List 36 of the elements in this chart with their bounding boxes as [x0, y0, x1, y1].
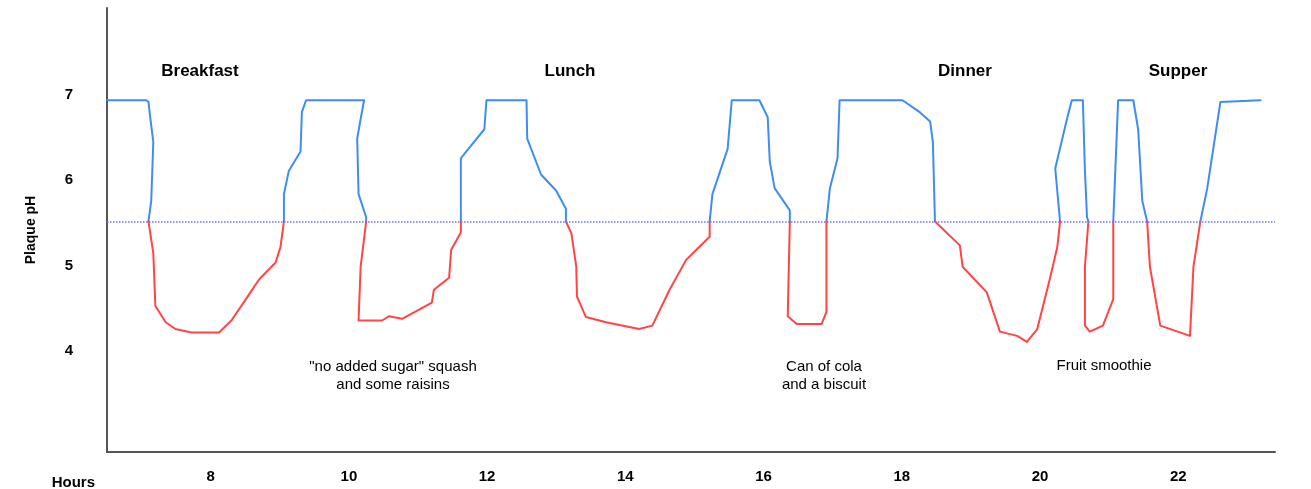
y-tick-label: 6 [64, 170, 73, 188]
line-series [147, 220, 285, 334]
x-axis-title: Hours [51, 473, 95, 489]
annotation: "no added sugar" squash and some raisins [309, 356, 477, 392]
line-series [564, 220, 711, 331]
line-series [1054, 99, 1090, 223]
line-series [1146, 220, 1202, 337]
line-series [933, 220, 1062, 343]
y-tick-label: 4 [64, 341, 74, 359]
line-series [825, 99, 936, 223]
line-series [282, 99, 368, 223]
x-tick-label: 14 [617, 467, 635, 484]
line-series [1199, 99, 1262, 223]
line-series [786, 220, 828, 325]
line-series [1112, 99, 1149, 223]
annotation: Breakfast [161, 60, 240, 80]
line-series [106, 99, 155, 223]
annotation: Lunch [544, 60, 596, 80]
annotation: Can of cola and a biscuit [781, 356, 867, 392]
x-tick-label: 10 [340, 467, 358, 484]
y-axis-title: Plaque pH [22, 195, 38, 265]
x-tick-label: 22 [1169, 467, 1187, 484]
y-tick-label: 7 [64, 84, 73, 102]
y-tick-label: 5 [64, 255, 73, 273]
line-series [1083, 220, 1115, 333]
x-tick-label: 16 [755, 467, 772, 484]
line-series [708, 99, 791, 223]
x-tick-label: 8 [206, 467, 215, 484]
line-series [459, 99, 567, 223]
annotation: Supper [1148, 60, 1208, 80]
annotation: Dinner [938, 60, 993, 80]
x-tick-label: 12 [478, 467, 496, 484]
x-tick-label: 18 [893, 467, 911, 484]
annotation: Fruit smoothie [1056, 355, 1152, 373]
x-tick-label: 20 [1031, 467, 1049, 484]
line-series [357, 220, 462, 322]
